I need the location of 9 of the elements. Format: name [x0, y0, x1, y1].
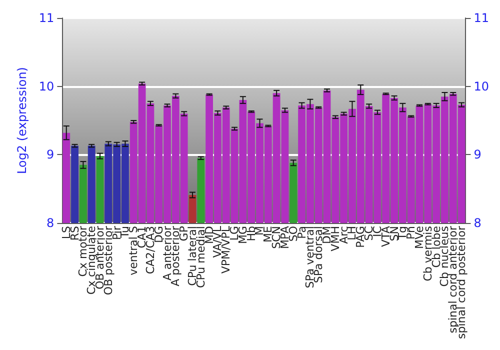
- y-tick-label: 8: [46, 216, 54, 230]
- y-tick-label: 9: [46, 148, 54, 162]
- y2-tick-label: 9: [474, 148, 482, 162]
- y2-tick-label: 8: [474, 216, 482, 230]
- y-tick-label: 11: [38, 11, 54, 25]
- y2-tick-label: 10: [474, 79, 490, 94]
- y-axis-title: Log2 (expression): [15, 67, 29, 174]
- y-tick-label: 10: [38, 79, 54, 94]
- y2-tick-label: 11: [474, 11, 490, 25]
